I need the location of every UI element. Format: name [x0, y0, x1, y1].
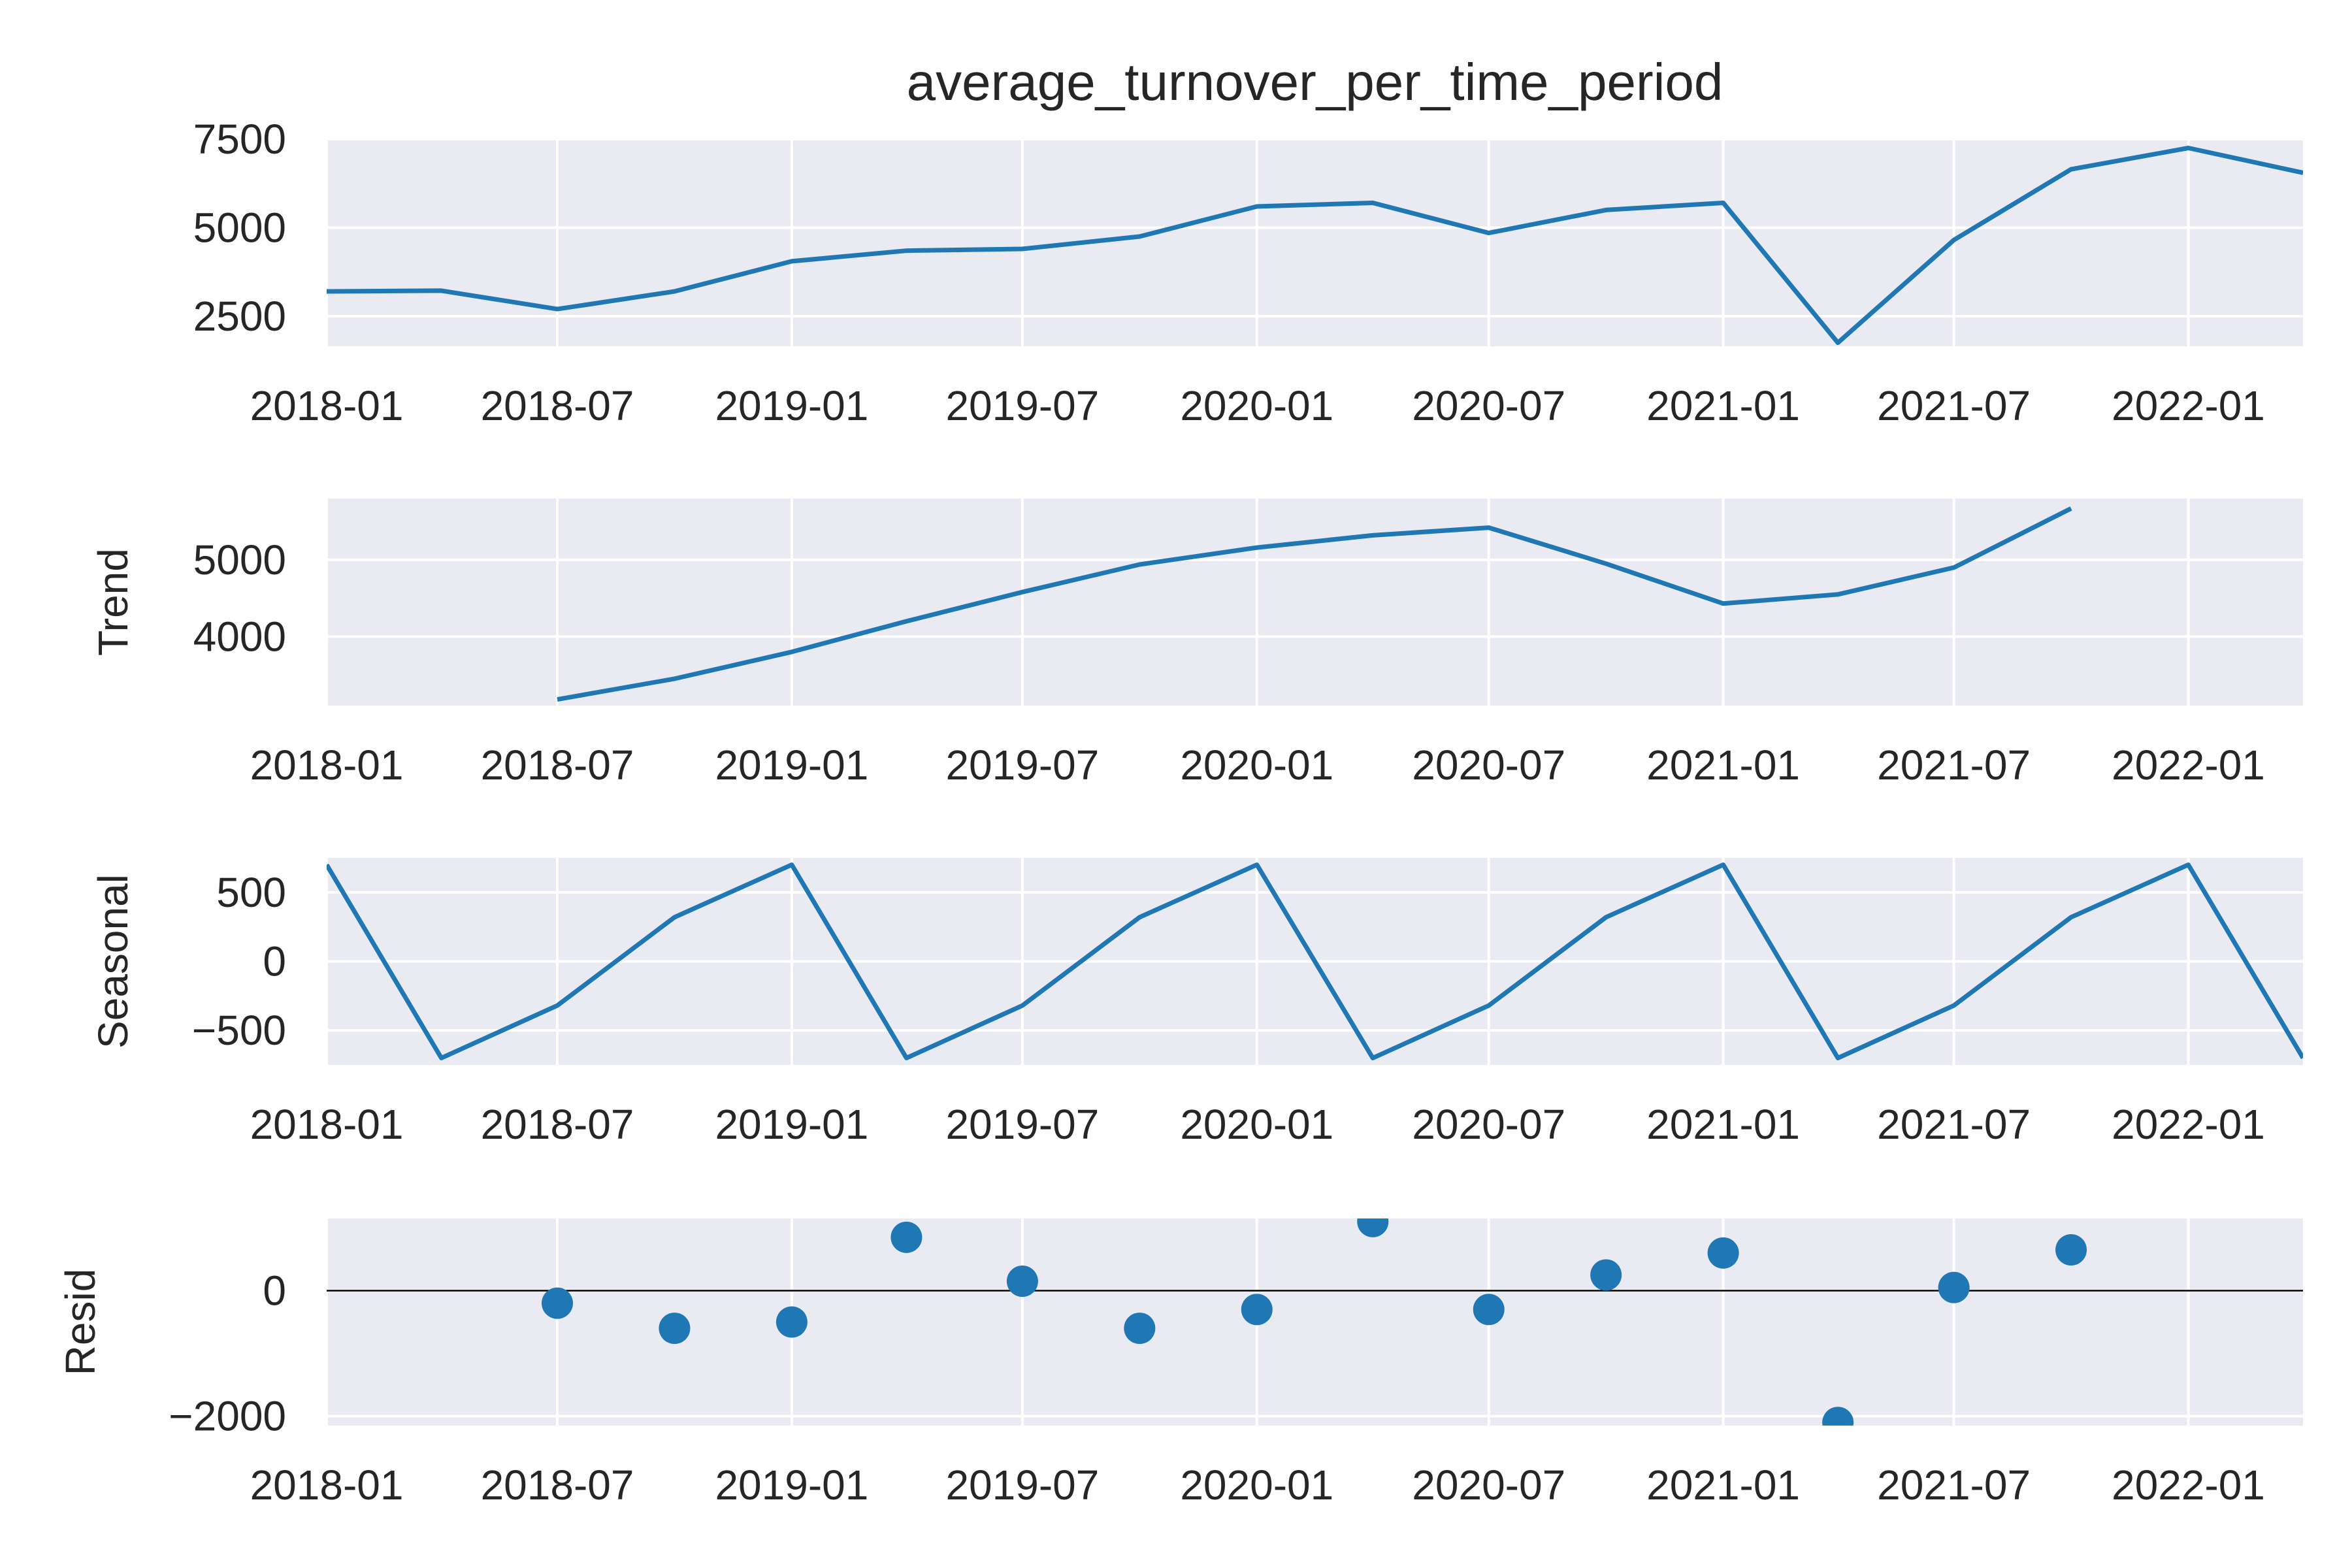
- y-axis-label: Seasonal: [90, 874, 137, 1049]
- x-tick-label: 2022-01: [2112, 1462, 2265, 1509]
- x-tick-label: 2022-01: [2112, 742, 2265, 789]
- series-layer: [327, 146, 2303, 346]
- panel-2: 4000 5000 2018-01 2018-07 2019-01 2019-07 2020…: [90, 498, 2303, 789]
- resid-point: [1938, 1271, 1970, 1303]
- x-tick-label: 2021-07: [1877, 742, 2031, 789]
- panel-3: −500 0 500 2018-01 2018-07 2019-01 2019-07 2020…: [90, 858, 2303, 1148]
- x-tick-label: 2020-07: [1412, 1462, 1565, 1509]
- x-tick-label: 2018-01: [250, 742, 404, 789]
- x-tick-label: 2019-01: [715, 1462, 868, 1509]
- y-tick-label: −500: [192, 1007, 286, 1054]
- series-line: [327, 146, 2303, 346]
- x-tick-label: 2020-01: [1180, 1101, 1333, 1148]
- x-tick-label: 2019-01: [715, 1101, 868, 1148]
- plot-background: [327, 139, 2303, 346]
- x-tick-label: 2019-01: [715, 382, 868, 429]
- x-tick-label: 2018-07: [481, 1101, 634, 1148]
- resid-point: [890, 1221, 923, 1253]
- x-tick-label: 2018-07: [481, 1462, 634, 1509]
- resid-point: [542, 1287, 574, 1319]
- x-tick-label: 2020-01: [1180, 742, 1333, 789]
- y-tick-label: 4000: [193, 613, 286, 660]
- resid-point: [1707, 1237, 1739, 1269]
- x-tick-label: 2021-07: [1877, 382, 2031, 429]
- x-tick-label: 2018-01: [250, 1462, 404, 1509]
- x-tick-label: 2020-07: [1412, 1101, 1565, 1148]
- x-tick-label: 2022-01: [2112, 1101, 2265, 1148]
- y-tick-label: −2000: [169, 1393, 286, 1440]
- x-tick-label: 2020-07: [1412, 382, 1565, 429]
- y-tick-label: 500: [216, 869, 286, 916]
- y-axis-label: Resid: [57, 1269, 104, 1376]
- x-tick-label: 2020-07: [1412, 742, 1565, 789]
- x-tick-label: 2018-07: [481, 382, 634, 429]
- resid-point: [2055, 1234, 2087, 1266]
- x-tick-label: 2021-01: [1646, 1462, 1800, 1509]
- y-tick-label: 0: [263, 1267, 286, 1314]
- series-layer: [327, 862, 2303, 1060]
- y-axis-label: Trend: [90, 548, 137, 656]
- x-tick-label: 2018-01: [250, 382, 404, 429]
- y-tick-label: 2500: [193, 293, 286, 340]
- resid-point: [776, 1306, 808, 1338]
- y-tick-label: 5000: [193, 536, 286, 583]
- y-tick-label: 7500: [193, 116, 286, 163]
- x-tick-label: 2018-07: [481, 742, 634, 789]
- resid-point: [1473, 1294, 1505, 1326]
- x-tick-label: 2019-07: [945, 382, 1099, 429]
- x-tick-label: 2021-07: [1877, 1462, 2031, 1509]
- panel-1: 2500 5000 7500 2018-01 2018-07 2019-01 2019-07…: [193, 53, 2303, 429]
- x-tick-label: 2022-01: [2112, 382, 2265, 429]
- x-tick-label: 2018-01: [250, 1101, 404, 1148]
- panel-4: −2000 0 2018-01 2018-07 2019-01 2019-07 2020-0…: [57, 1218, 2303, 1509]
- chart-title: average_turnover_per_time_period: [907, 53, 1723, 111]
- resid-point: [1006, 1266, 1038, 1298]
- x-tick-label: 2021-01: [1646, 382, 1800, 429]
- x-tick-label: 2019-01: [715, 742, 868, 789]
- series-layer: [542, 1218, 2087, 1426]
- series-line: [327, 862, 2303, 1060]
- x-tick-label: 2020-01: [1180, 382, 1333, 429]
- x-tick-label: 2021-01: [1646, 1101, 1800, 1148]
- x-tick-label: 2021-01: [1646, 742, 1800, 789]
- x-tick-label: 2019-07: [945, 1101, 1099, 1148]
- x-tick-label: 2019-07: [945, 1462, 1099, 1509]
- series-line: [557, 506, 2072, 702]
- x-tick-label: 2021-07: [1877, 1101, 2031, 1148]
- resid-point: [1124, 1313, 1156, 1345]
- resid-point: [1822, 1407, 1854, 1426]
- x-tick-label: 2020-01: [1180, 1462, 1333, 1509]
- y-tick-label: 5000: [193, 204, 286, 251]
- resid-point: [1590, 1259, 1622, 1291]
- y-tick-label: 0: [263, 938, 286, 985]
- resid-point: [659, 1313, 691, 1345]
- plot-background: [327, 498, 2303, 706]
- resid-point: [1357, 1218, 1389, 1237]
- series-layer: [557, 506, 2072, 702]
- x-tick-label: 2019-07: [945, 742, 1099, 789]
- resid-point: [1241, 1294, 1273, 1326]
- plot-background: [327, 1218, 2303, 1426]
